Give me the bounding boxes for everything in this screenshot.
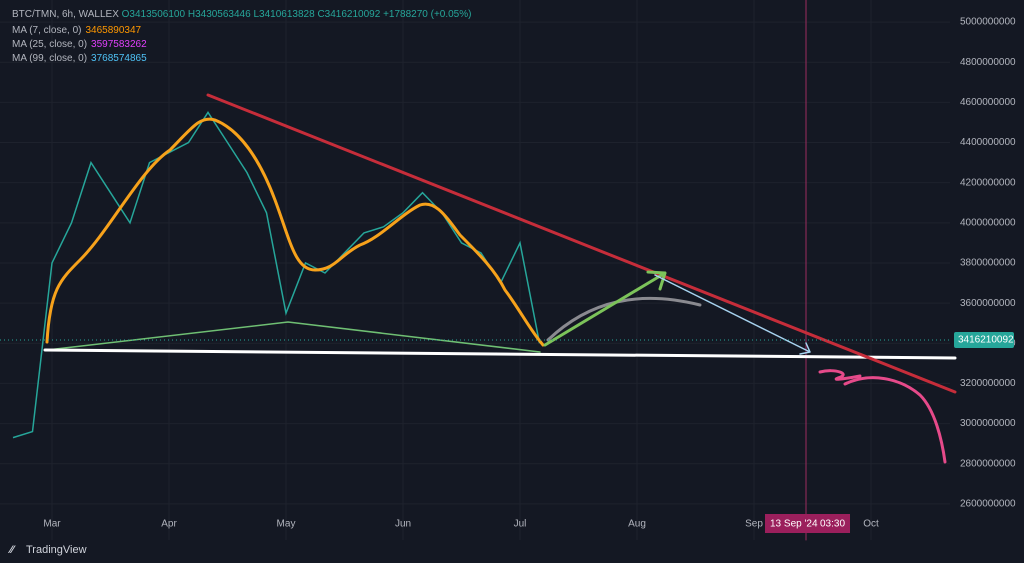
drawings — [43, 0, 957, 541]
x-tick-label: Mar — [43, 519, 61, 530]
y-tick-label: 2800000000 — [960, 458, 1016, 469]
projection-scribble — [818, 369, 947, 464]
y-tick-label: 4400000000 — [960, 137, 1016, 148]
open: O3413506100 — [122, 9, 186, 20]
change: +1788270 (+0.05%) — [383, 9, 471, 20]
x-tick-label: May — [277, 519, 296, 530]
x-tick-label: Oct — [863, 519, 879, 530]
up-arrow — [543, 270, 667, 347]
indicator-legend: MA (7, close, 0) 3465890347 MA (25, close,… — [12, 25, 147, 64]
y-tick-label: 3200000000 — [960, 378, 1016, 389]
indicator-value: 3768574865 — [91, 53, 147, 64]
x-tick-label: Apr — [161, 519, 177, 530]
indicator-name: MA (25, close, 0) — [12, 39, 87, 50]
indicator-value: 3597583262 — [91, 39, 147, 50]
y-tick-label: 4800000000 — [960, 57, 1016, 68]
last-price-label: 3416210092 — [958, 335, 1014, 346]
trend-line — [206, 93, 957, 394]
crosshair-time: 03:30 — [820, 519, 845, 530]
y-tick-label: 4200000000 — [960, 177, 1016, 188]
y-tick-label: 3800000000 — [960, 258, 1016, 269]
indicator: MA (7, close, 0) 3465890347 — [12, 25, 142, 36]
y-tick-label: 3000000000 — [960, 418, 1016, 429]
crosshair-date: 13 Sep '24 — [770, 519, 818, 530]
indicator: MA (25, close, 0) 3597583262 — [12, 39, 147, 50]
price-axis: 2600000000 2800000000 3000000000 3200000000… — [0, 17, 1016, 530]
symbol: BTC/TMN, 6h, WALLEX — [12, 9, 119, 20]
x-tick-label: Jun — [395, 519, 411, 530]
low: L3410613828 — [253, 9, 315, 20]
branding: TradingView — [26, 544, 87, 556]
y-tick-label: 4000000000 — [960, 217, 1016, 228]
support-line — [46, 321, 541, 353]
indicator: MA (99, close, 0) 3768574865 — [12, 53, 147, 64]
trend-curve — [45, 117, 545, 347]
price-line — [12, 111, 541, 439]
grid — [0, 0, 950, 540]
indicator-value: 3465890347 — [85, 25, 141, 36]
indicator-name: MA (99, close, 0) — [12, 53, 87, 64]
crosshair-label-bg — [765, 514, 850, 533]
x-tick-label: Aug — [628, 519, 646, 530]
horizontal-line — [43, 348, 957, 360]
close: C3416210092 — [317, 9, 380, 20]
y-tick-label: 3600000000 — [960, 298, 1016, 309]
indicator-name: MA (7, close, 0) — [12, 25, 81, 36]
header-line: BTC/TMN, 6h, WALLEX O3413506100 H3430563… — [12, 9, 471, 20]
y-tick-label: 5000000000 — [960, 17, 1016, 28]
y-tick-label: 2600000000 — [960, 499, 1016, 510]
last-price-bg — [954, 332, 1014, 349]
down-arrow — [654, 274, 811, 355]
y-tick-label: 4600000000 — [960, 97, 1016, 108]
x-tick-label: Jul — [514, 519, 527, 530]
logo-mark: ⁄⁄ — [7, 544, 16, 556]
x-tick-label: Sep — [745, 519, 763, 530]
plot — [12, 111, 541, 439]
high: H3430563446 — [188, 9, 251, 20]
